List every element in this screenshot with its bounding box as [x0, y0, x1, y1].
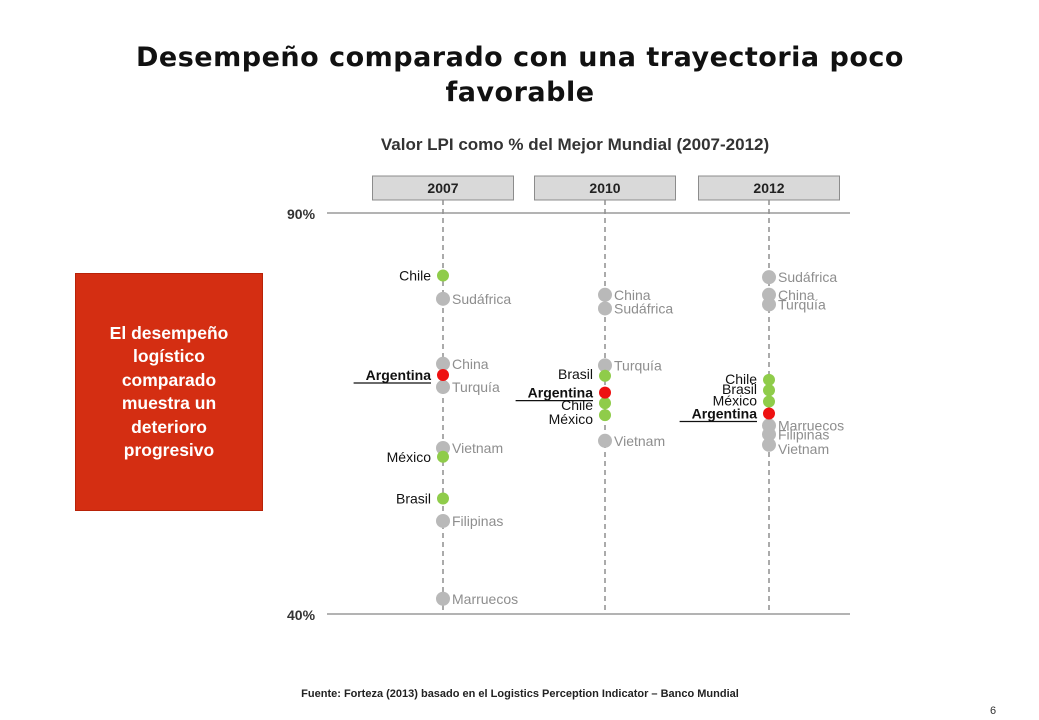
point-label: Filipinas [452, 513, 503, 529]
point-label: Vietnam [614, 433, 665, 449]
data-point [763, 373, 775, 386]
point-label: China [452, 356, 489, 372]
point-label: China [614, 287, 651, 303]
source-note: Fuente: Forteza (2013) basado en el Logi… [301, 688, 739, 700]
year-header-box [698, 175, 840, 201]
point-label: Chile [399, 268, 431, 284]
data-point [436, 356, 450, 371]
point-label: Turquía [614, 357, 662, 373]
point-label: Brasil [396, 491, 431, 507]
year-header-label: 2012 [753, 180, 784, 196]
data-point [436, 380, 450, 395]
data-point [437, 369, 449, 382]
data-point [763, 384, 775, 397]
chart-title: Valor LPI como % del Mejor Mundial (2007… [380, 135, 770, 154]
callout-box: El desempeño logístico comparado muestra… [75, 273, 263, 511]
data-point [436, 440, 450, 455]
year-header-label: 2007 [427, 180, 458, 196]
point-label: Marruecos [778, 418, 844, 434]
point-label: México [549, 411, 594, 427]
data-point [436, 291, 450, 306]
data-point [599, 369, 611, 382]
data-point [598, 301, 612, 316]
data-point [599, 409, 611, 422]
year-header-label: 2010 [589, 180, 620, 196]
point-label: Brasil [722, 381, 757, 397]
point-label: Vietnam [452, 440, 503, 456]
point-label: China [778, 287, 815, 303]
point-label: Marruecos [452, 591, 518, 607]
y-tick-label: 40% [287, 607, 316, 623]
point-label: Argentina [692, 406, 758, 422]
point-label: Filipinas [778, 426, 829, 442]
data-point [436, 513, 450, 528]
data-point [437, 492, 449, 505]
year-header-box [372, 175, 514, 201]
point-label: Brasil [558, 366, 593, 382]
data-point [763, 407, 775, 420]
data-point [599, 386, 611, 399]
callout-text: El desempeño logístico comparado muestra… [109, 322, 229, 461]
y-tick-label: 90% [287, 206, 316, 222]
point-label: Argentina [528, 385, 594, 401]
data-point [762, 270, 776, 285]
point-label: Turquía [778, 296, 826, 312]
data-point [437, 269, 449, 282]
point-label: Argentina [366, 367, 432, 383]
slide-title: Desempeño comparado con una trayectoria … [136, 42, 904, 108]
point-label: Chile [725, 371, 757, 387]
data-point [598, 433, 612, 448]
data-point [762, 427, 776, 442]
point-label: México [387, 449, 432, 465]
data-point [598, 358, 612, 373]
point-label: Sudáfrica [778, 269, 837, 285]
data-point [599, 397, 611, 410]
data-point [762, 287, 776, 302]
year-header-box [534, 175, 676, 201]
data-point [762, 297, 776, 312]
data-point [762, 437, 776, 452]
data-point [763, 395, 775, 408]
point-label: Turquía [452, 379, 500, 395]
page-number: 6 [990, 705, 997, 717]
point-label: Chile [561, 397, 593, 413]
point-label: Sudáfrica [452, 291, 511, 307]
data-point [436, 591, 450, 606]
data-point [437, 450, 449, 463]
point-label: Sudáfrica [614, 300, 673, 316]
point-label: Vietnam [778, 441, 829, 457]
point-label: México [713, 392, 758, 408]
data-point [598, 287, 612, 302]
